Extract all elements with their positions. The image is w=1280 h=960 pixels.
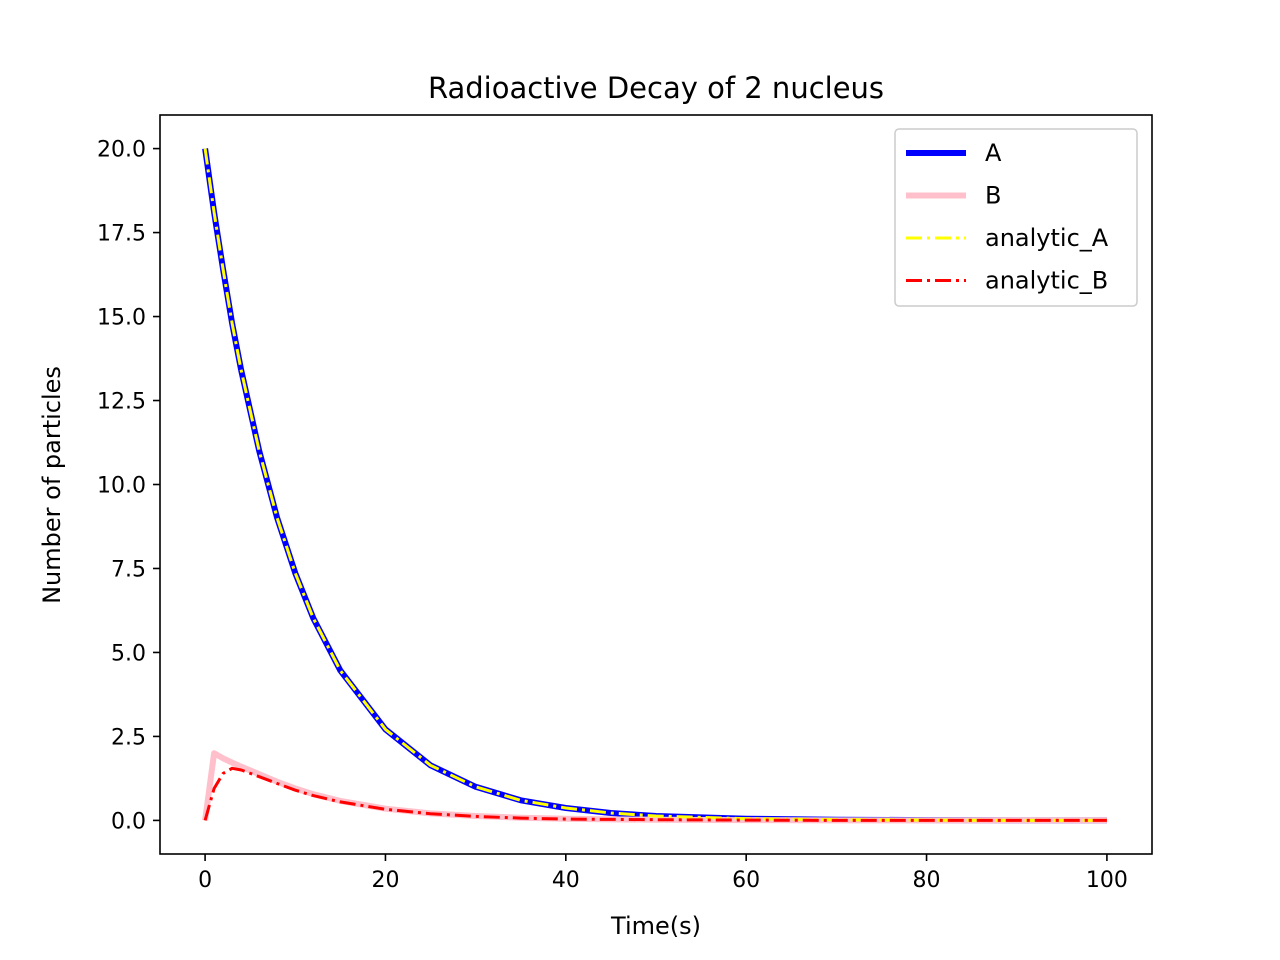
- y-tick-label: 2.5: [111, 725, 146, 750]
- y-tick-label: 15.0: [97, 306, 146, 331]
- plot-frame: [159, 114, 1153, 855]
- x-tick-label: 20: [371, 868, 399, 893]
- x-tick-label: 80: [913, 868, 941, 893]
- legend-label-analytic-b: analytic_B: [985, 267, 1108, 295]
- series-line-analytic-b: [203, 766, 1107, 822]
- legend-label-analytic-a: analytic_A: [985, 224, 1109, 252]
- y-tick-label: 17.5: [97, 222, 146, 247]
- y-tick-label: 7.5: [111, 557, 146, 582]
- x-tick-label: 40: [552, 868, 580, 893]
- legend-label-a: A: [985, 139, 1002, 167]
- series-layer: [202, 148, 1107, 824]
- y-tick-label: 5.0: [111, 641, 146, 666]
- y-tick-label: 0.0: [111, 809, 146, 834]
- y-tick-label: 20.0: [97, 138, 146, 163]
- legend-label-b: B: [985, 182, 1001, 210]
- chart-title: Radioactive Decay of 2 nucleus: [428, 71, 884, 105]
- y-tick-label: 12.5: [97, 390, 146, 415]
- y-tick-label: 10.0: [97, 474, 146, 499]
- ticks-layer: 0 20 40 60 80 100 0.0 2.5 5.0 7.5 10.0 12.5 15.0 17.5…: [97, 138, 1128, 893]
- x-tick-label: 100: [1086, 868, 1128, 893]
- series-line-analytic-a: [203, 148, 1107, 822]
- x-tick-label: 60: [732, 868, 760, 893]
- legend-box: [894, 128, 1138, 307]
- x-tick-label: 0: [198, 868, 212, 893]
- x-axis-label: Time(s): [610, 912, 701, 940]
- y-axis-label: Number of particles: [38, 366, 66, 604]
